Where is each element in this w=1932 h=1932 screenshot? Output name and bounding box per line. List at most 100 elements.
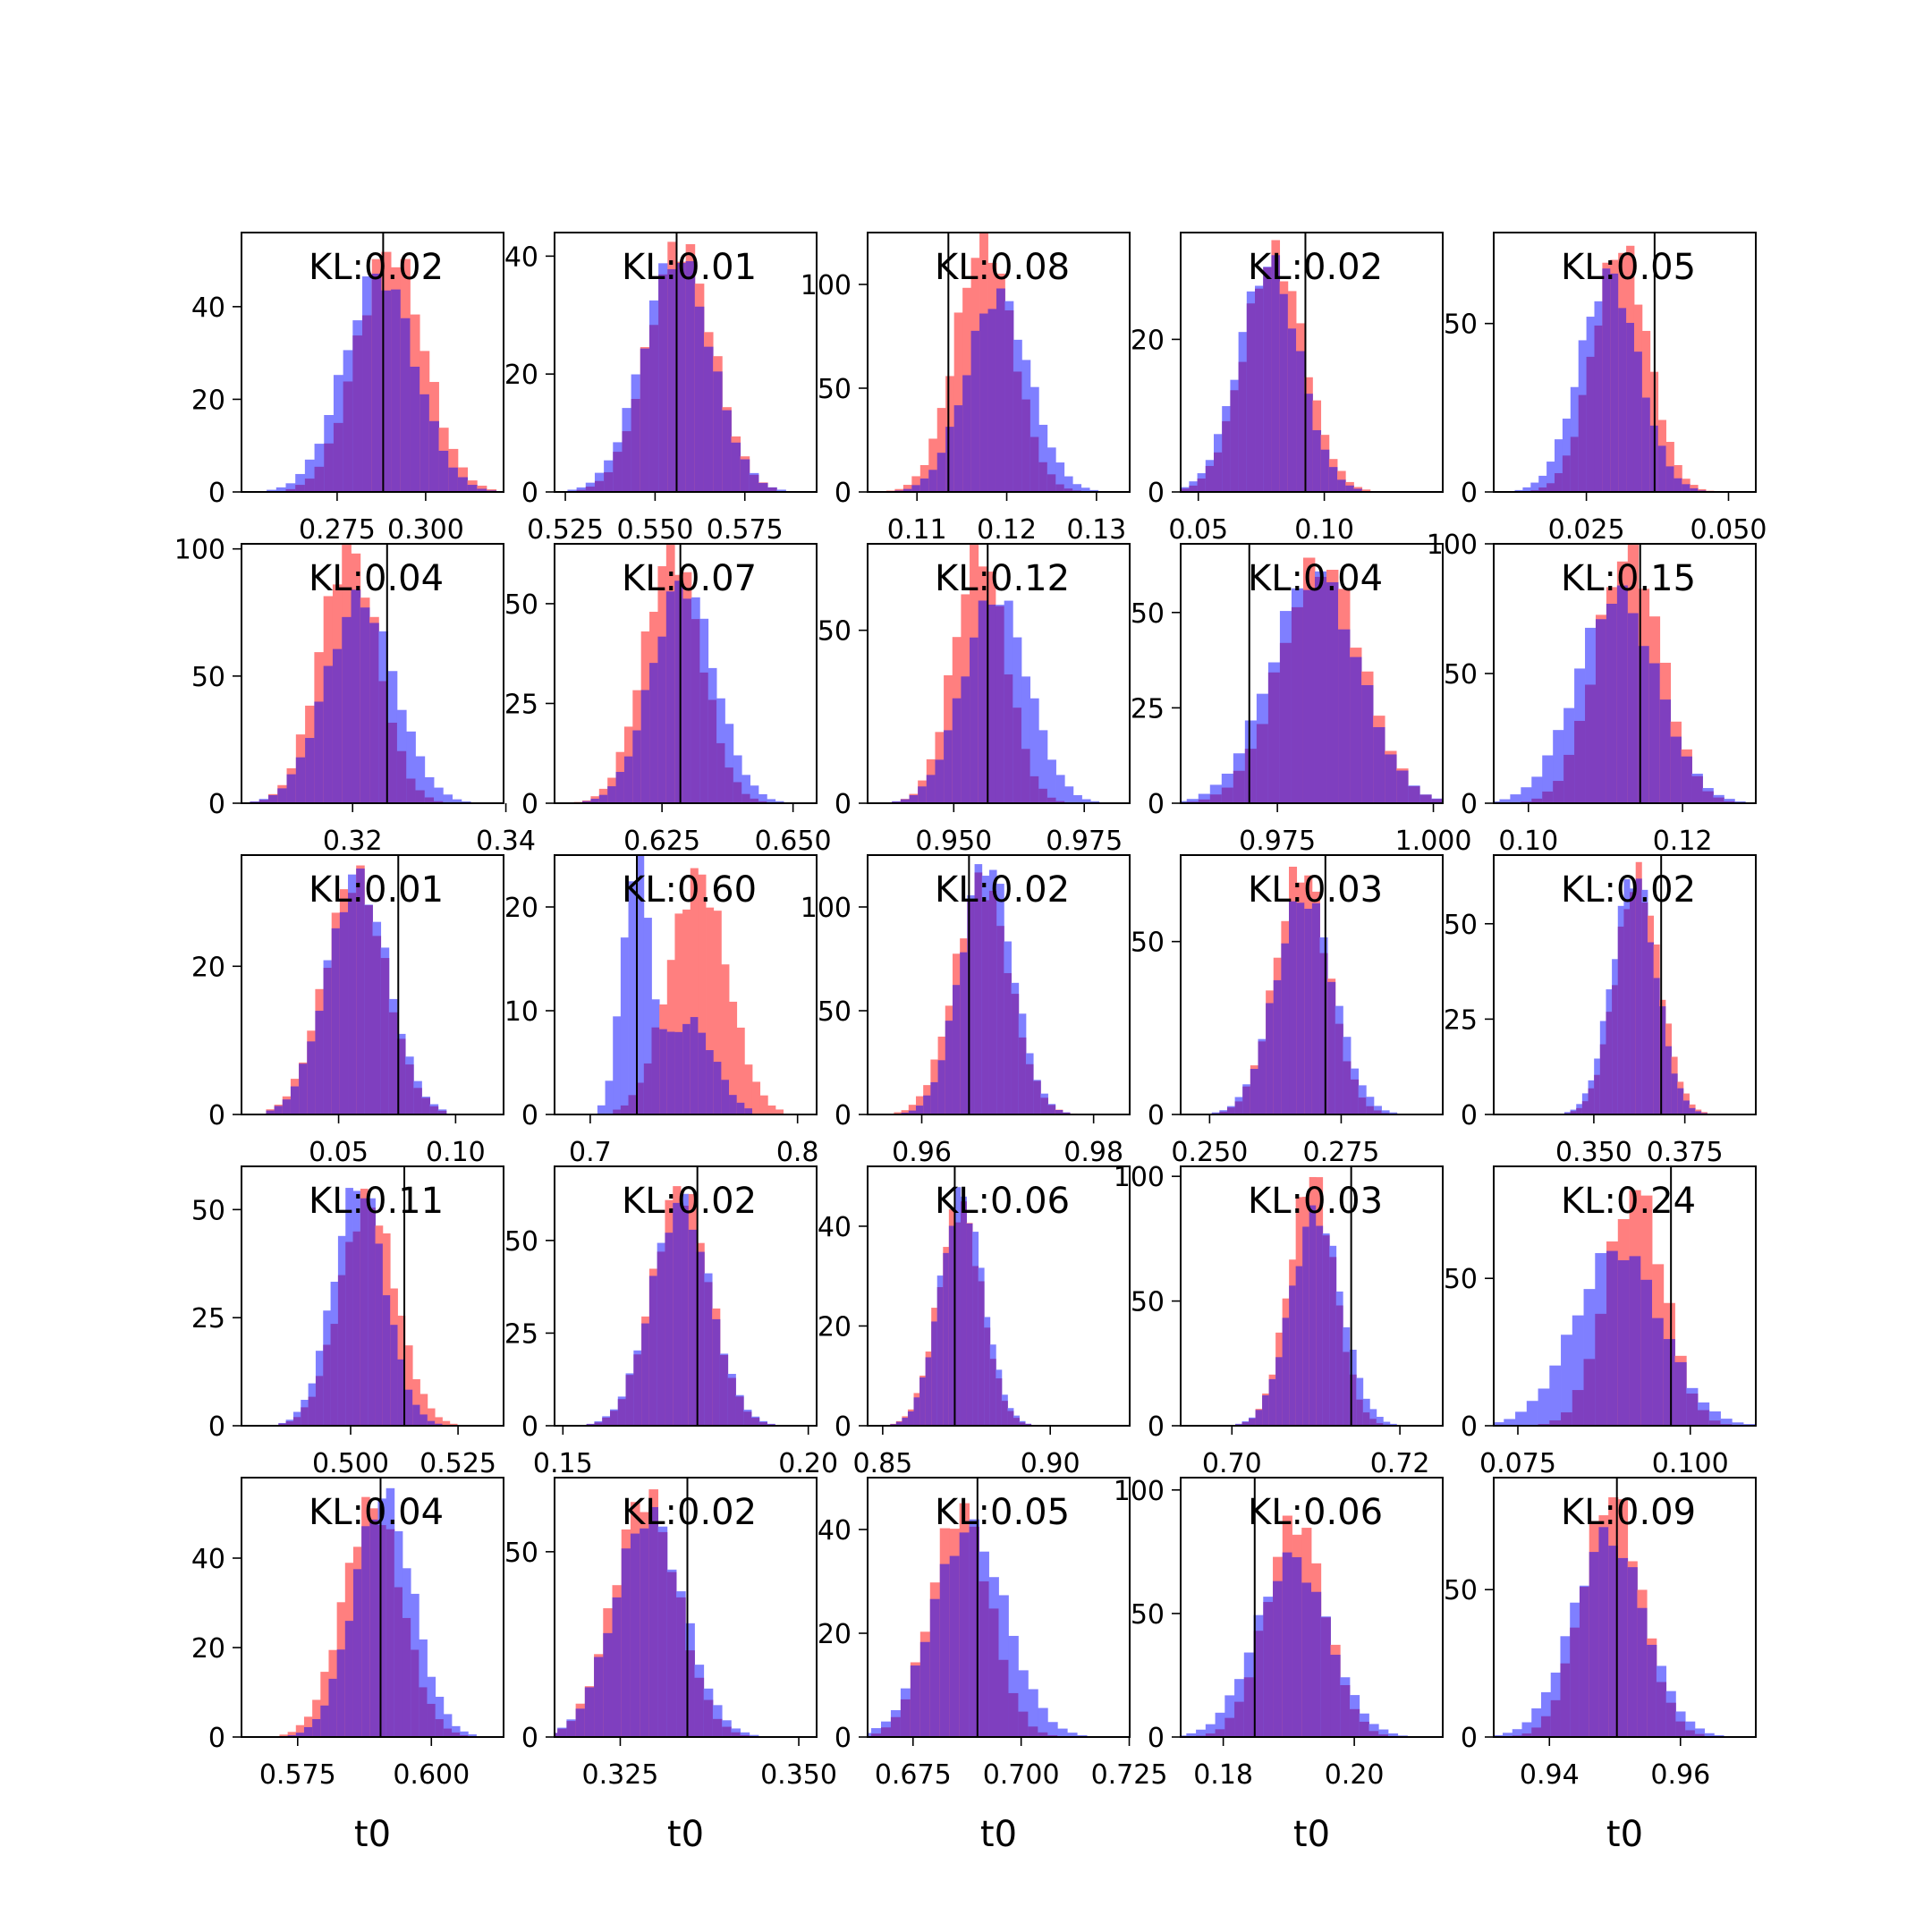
bar-series-a xyxy=(690,868,699,1114)
y-tick-label: 50 xyxy=(1444,1575,1478,1606)
bar-overlap xyxy=(1335,1305,1343,1426)
bar-overlap xyxy=(575,1708,586,1737)
bar-overlap xyxy=(557,1728,567,1737)
bar-overlap xyxy=(1538,487,1547,492)
x-tick-label: 0.575 xyxy=(707,514,784,546)
bar-overlap xyxy=(721,1080,730,1114)
bar-overlap xyxy=(998,1659,1009,1737)
bar-overlap xyxy=(435,1719,445,1737)
bar-overlap xyxy=(1690,487,1699,492)
histogram-bars xyxy=(278,1188,458,1426)
bar-overlap xyxy=(682,1023,691,1114)
y-tick-label: 0 xyxy=(835,1100,852,1131)
bar-overlap xyxy=(1338,629,1351,803)
bar-overlap xyxy=(694,1677,705,1737)
bar-overlap xyxy=(427,1420,436,1426)
histogram-bars xyxy=(1494,1190,1756,1426)
kl-annotation: KL:0.15 xyxy=(1561,558,1696,599)
bar-overlap xyxy=(292,1417,301,1426)
bar-overlap xyxy=(323,968,333,1114)
kl-annotation: KL:0.04 xyxy=(1248,558,1383,599)
bar-series-b xyxy=(1067,1733,1078,1737)
bar-series-a xyxy=(911,476,921,492)
bar-overlap xyxy=(1302,589,1316,803)
bar-overlap xyxy=(348,893,357,1114)
bar-series-b xyxy=(451,1725,461,1737)
bar-overlap xyxy=(1521,1733,1532,1737)
bar-overlap xyxy=(1249,1418,1256,1426)
bar-overlap xyxy=(330,1324,339,1426)
bar-series-b xyxy=(1387,1733,1399,1737)
bar-overlap xyxy=(304,479,315,492)
y-tick-label: 40 xyxy=(191,292,225,324)
x-tick-label: 0.20 xyxy=(778,1448,838,1479)
bar-overlap xyxy=(623,756,633,803)
bar-overlap xyxy=(1253,1631,1264,1737)
bar-series-a xyxy=(751,1081,761,1114)
bar-series-b xyxy=(1063,476,1073,492)
histogram-bars xyxy=(267,251,497,492)
bar-overlap xyxy=(1340,1685,1351,1737)
bar-overlap xyxy=(731,1732,741,1737)
axes-frame xyxy=(1493,1165,1757,1427)
x-tick-label: 0.98 xyxy=(1063,1137,1123,1168)
x-tick-label: 0.250 xyxy=(1171,1137,1248,1168)
bar-overlap xyxy=(1215,1729,1225,1737)
axes-frame xyxy=(554,854,818,1115)
histogram-bars xyxy=(567,242,786,492)
bar-overlap xyxy=(972,1266,979,1426)
bar-overlap xyxy=(907,1411,914,1426)
bar-overlap xyxy=(621,1548,631,1737)
bar-overlap xyxy=(333,422,344,492)
bar-overlap xyxy=(1205,465,1215,492)
histogram-bars xyxy=(1228,1176,1404,1426)
bar-overlap xyxy=(1681,756,1692,803)
bar-overlap xyxy=(1273,979,1282,1114)
bar-overlap xyxy=(312,1718,321,1737)
bar-overlap xyxy=(1243,1677,1254,1737)
subplot-2-4: 0 25 50 0.975 1.000 KL:0.04 xyxy=(1131,543,1471,857)
bar-overlap xyxy=(758,1421,767,1426)
bar-overlap xyxy=(582,801,591,803)
bar-overlap xyxy=(1531,1727,1542,1737)
x-tick-label: 0.275 xyxy=(299,514,376,546)
y-tick-label: 0 xyxy=(1461,789,1478,820)
bar-overlap xyxy=(919,1641,931,1737)
bar-overlap xyxy=(320,1705,329,1737)
bar-overlap xyxy=(1595,619,1607,803)
bar-series-b xyxy=(1521,1722,1532,1737)
kl-annotation: KL:0.06 xyxy=(1248,1492,1383,1533)
bar-overlap xyxy=(266,1110,275,1114)
bar-overlap xyxy=(981,900,990,1114)
bar-series-b xyxy=(636,855,645,1114)
bar-series-b xyxy=(1383,1421,1391,1426)
bar-overlap xyxy=(1368,1731,1379,1737)
x-tick-label: 0.325 xyxy=(582,1759,659,1791)
bar-overlap xyxy=(676,263,687,492)
bar-series-a xyxy=(915,1096,924,1114)
bar-series-b xyxy=(1522,487,1531,492)
bar-series-a xyxy=(320,1672,329,1737)
bar-overlap xyxy=(929,1598,941,1737)
axes-frame xyxy=(241,1165,504,1427)
bar-overlap xyxy=(323,1344,331,1426)
bar-overlap xyxy=(1349,1374,1357,1426)
y-tick-label: 50 xyxy=(818,374,852,405)
bar-overlap xyxy=(290,1086,300,1114)
histogram-bars xyxy=(886,864,1078,1114)
bar-overlap xyxy=(696,1251,705,1426)
bar-overlap xyxy=(1358,1097,1367,1114)
y-tick-label: 0 xyxy=(208,789,225,820)
bar-overlap xyxy=(1295,1266,1303,1426)
bar-series-b xyxy=(741,775,750,803)
bar-overlap xyxy=(708,699,717,803)
x-tick-label: 0.20 xyxy=(1325,1759,1385,1791)
kl-annotation: KL:0.03 xyxy=(1248,869,1383,911)
bar-series-b xyxy=(1369,1409,1377,1426)
bar-overlap xyxy=(1617,1259,1630,1426)
bar-overlap xyxy=(1570,1111,1577,1114)
bar-overlap xyxy=(733,782,742,803)
bar-overlap xyxy=(1598,1527,1609,1737)
bar-overlap xyxy=(585,487,596,492)
y-tick-label: 0 xyxy=(1148,1723,1165,1754)
